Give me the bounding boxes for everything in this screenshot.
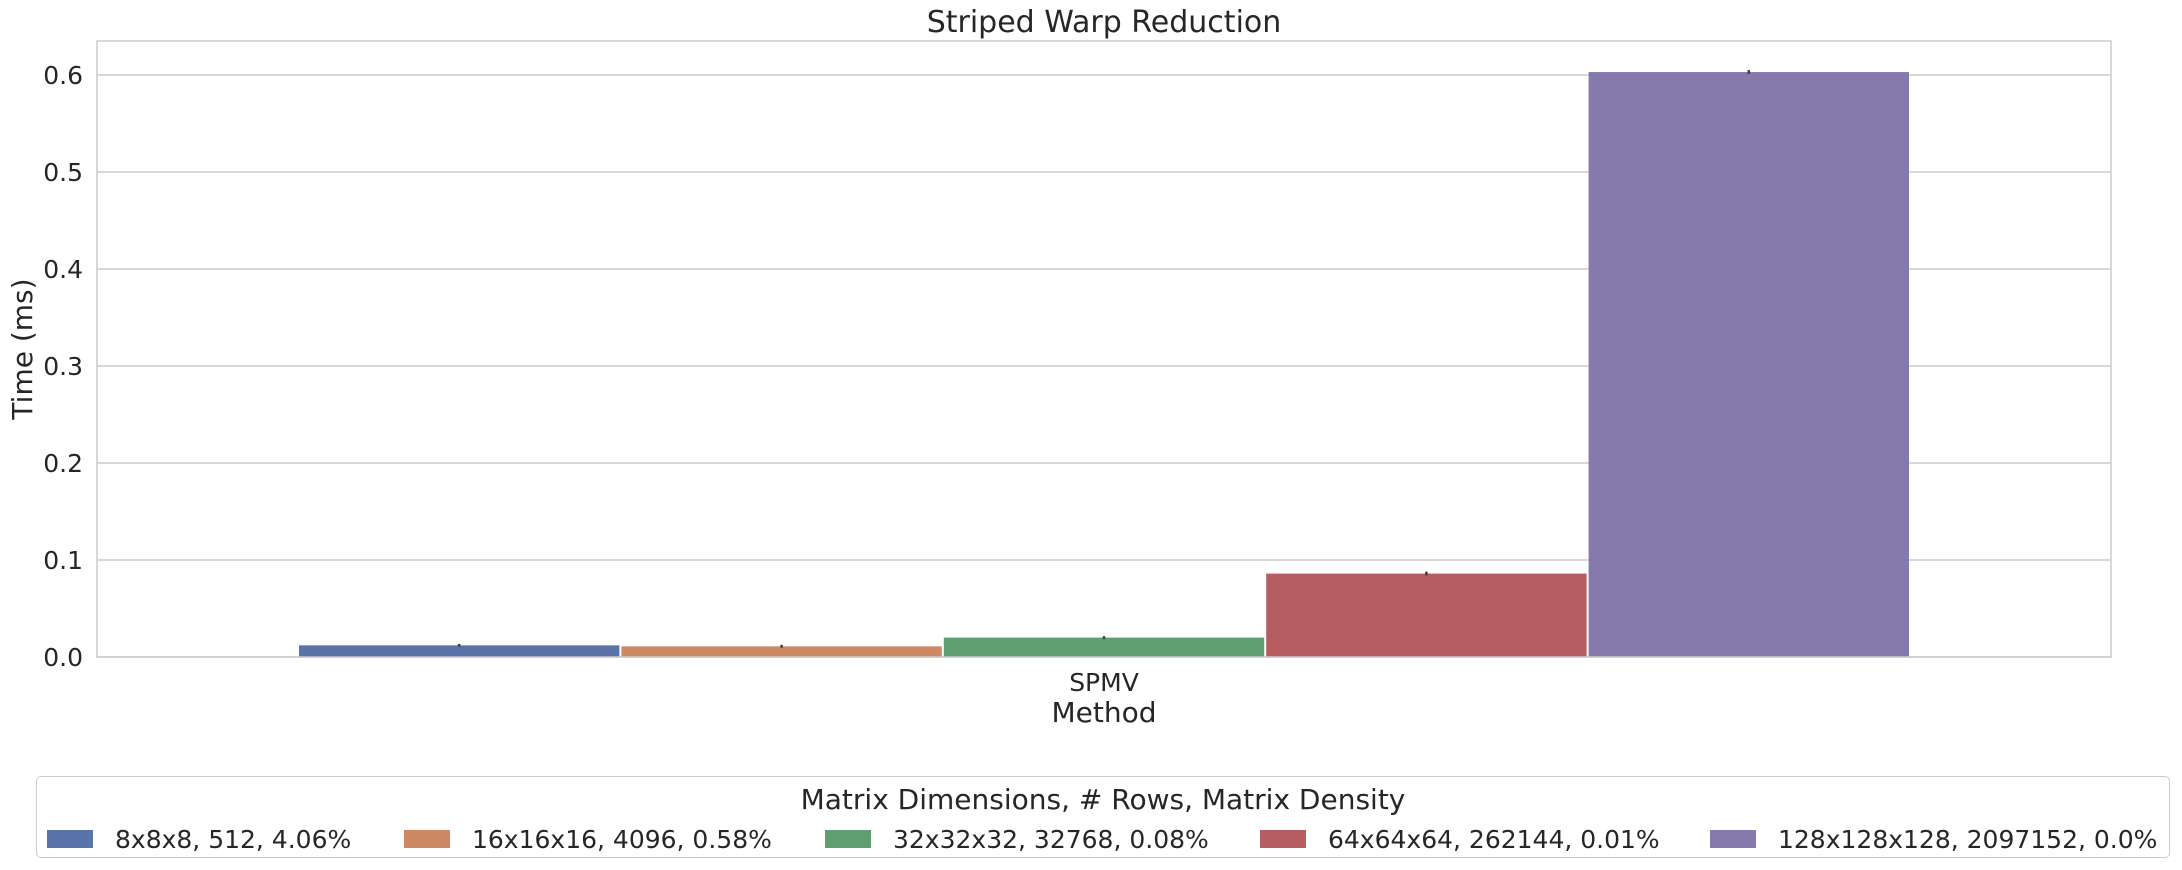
bar-series-2 — [621, 646, 942, 657]
x-tick-label: SPMV — [1069, 668, 1139, 697]
bars — [299, 72, 1909, 657]
gridlines — [97, 74, 2111, 658]
legend-item-5: 128x128x128, 2097152, 0.0% — [1710, 824, 2157, 854]
error-bars — [457, 70, 1751, 648]
legend-item-2: 16x16x16, 4096, 0.58% — [404, 824, 772, 854]
legend-item-4: 64x64x64, 262144, 0.01% — [1260, 824, 1660, 854]
legend-label: 16x16x16, 4096, 0.58% — [472, 824, 772, 854]
legend-label: 32x32x32, 32768, 0.08% — [893, 824, 1209, 854]
bar-series-1 — [299, 645, 620, 657]
y-tick-label: 0.2 — [43, 449, 83, 478]
y-tick-labels: 0.0 0.1 0.2 0.3 0.4 0.5 0.6 — [43, 61, 83, 672]
legend-swatch — [404, 830, 450, 848]
y-tick-label: 0.6 — [43, 61, 83, 90]
y-tick-label: 0.5 — [43, 158, 83, 187]
legend-swatch — [825, 830, 871, 848]
legend-swatch — [1710, 830, 1756, 848]
plot-frame — [96, 40, 2112, 658]
legend-item-3: 32x32x32, 32768, 0.08% — [825, 824, 1209, 854]
legend-label: 64x64x64, 262144, 0.01% — [1328, 824, 1660, 854]
legend-title: Matrix Dimensions, # Rows, Matrix Densit… — [800, 783, 1406, 816]
y-axis-label: Time (ms) — [6, 278, 39, 420]
x-axis-label: Method — [1051, 696, 1156, 729]
legend-label: 128x128x128, 2097152, 0.0% — [1778, 824, 2158, 854]
legend-label: 8x8x8, 512, 4.06% — [115, 824, 352, 854]
y-tick-label: 0.3 — [43, 352, 83, 381]
legend-swatch — [47, 830, 93, 848]
y-tick-label: 0.4 — [43, 255, 83, 284]
y-tick-label: 0.1 — [43, 546, 83, 575]
chart-title: Striped Warp Reduction — [927, 5, 1282, 40]
bar-series-4 — [1266, 573, 1587, 657]
legend-swatch — [1260, 830, 1306, 848]
bar-series-3 — [943, 637, 1265, 657]
legend: Matrix Dimensions, # Rows, Matrix Densit… — [36, 776, 2170, 858]
y-tick-label: 0.0 — [43, 643, 83, 672]
bar-series-5 — [1588, 72, 1909, 657]
legend-item-1: 8x8x8, 512, 4.06% — [47, 824, 351, 854]
